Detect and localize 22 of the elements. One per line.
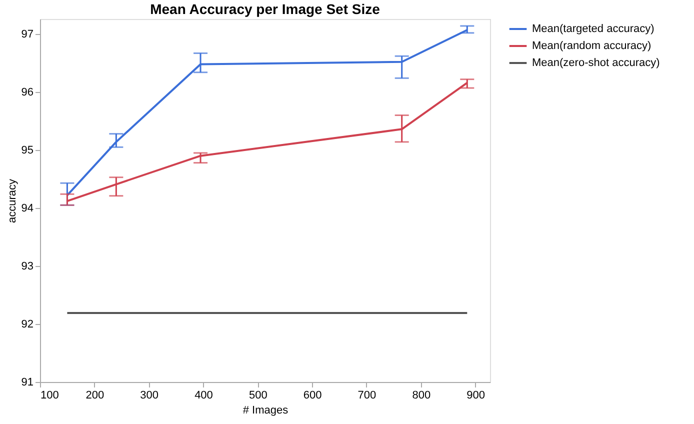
y-tick-label: 92 (21, 318, 34, 331)
chart-title: Mean Accuracy per Image Set Size (150, 1, 380, 17)
legend-label: Mean(zero-shot accuracy) (532, 57, 660, 69)
y-axis-title: accuracy (6, 178, 18, 224)
x-tick-label: 100 (40, 390, 59, 402)
x-tick-label: 900 (466, 390, 485, 402)
x-tick-label: 700 (358, 390, 376, 402)
legend-label: Mean(random accuracy) (532, 40, 652, 52)
legend-label: Mean(targeted accuracy) (532, 23, 654, 35)
x-tick-label: 500 (248, 390, 268, 402)
y-tick-label: 94 (21, 202, 34, 215)
y-tick-label: 91 (21, 376, 34, 388)
y-tick-label: 97 (21, 28, 34, 41)
x-tick-label: 400 (194, 390, 213, 402)
y-tick-label: 96 (21, 86, 34, 99)
x-tick-label: 600 (303, 390, 322, 402)
x-tick-label: 800 (412, 390, 431, 402)
y-tick-label: 93 (21, 260, 34, 273)
y-tick-label: 95 (21, 144, 34, 157)
x-tick-label: 200 (86, 390, 104, 402)
x-axis-title: # Images (242, 404, 289, 416)
x-tick-label: 300 (140, 390, 159, 402)
